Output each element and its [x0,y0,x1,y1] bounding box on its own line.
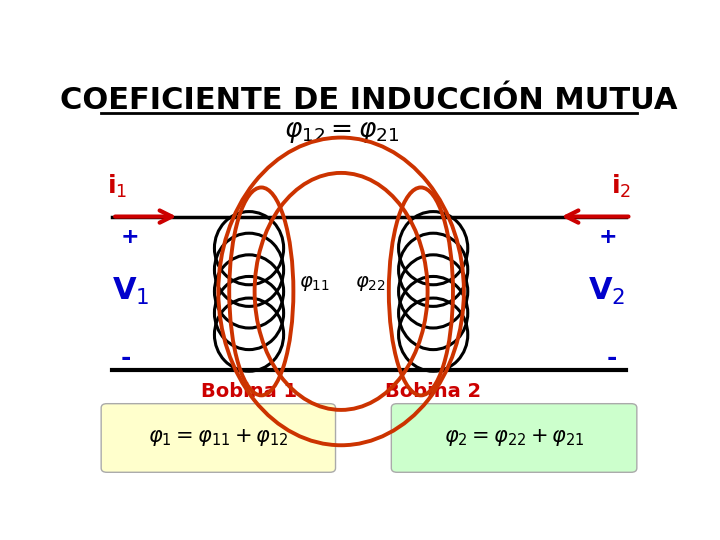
Text: $\varphi_{11}$: $\varphi_{11}$ [299,274,330,293]
Text: $\varphi_{22}$: $\varphi_{22}$ [355,274,385,293]
Text: $\mathbf{i}_1$: $\mathbf{i}_1$ [107,173,127,200]
Text: -: - [121,346,131,370]
Text: $\mathbf{V}_1$: $\mathbf{V}_1$ [112,276,150,307]
FancyBboxPatch shape [101,404,336,472]
Text: -: - [607,346,617,370]
Text: +: + [121,227,139,247]
Text: $\varphi_{12} = \varphi_{21}$: $\varphi_{12} = \varphi_{21}$ [284,119,399,145]
Text: $\mathbf{V}_2$: $\mathbf{V}_2$ [588,276,626,307]
Text: $\varphi_2 = \varphi_{22} + \varphi_{21}$: $\varphi_2 = \varphi_{22} + \varphi_{21}… [444,427,585,448]
Text: +: + [599,227,617,247]
FancyBboxPatch shape [392,404,637,472]
Text: $\varphi_1 = \varphi_{11} + \varphi_{12}$: $\varphi_1 = \varphi_{11} + \varphi_{12}… [148,427,289,448]
Text: $\mathbf{i}_2$: $\mathbf{i}_2$ [611,173,631,200]
Text: Bobina 1: Bobina 1 [201,382,297,401]
Text: Bobina 2: Bobina 2 [385,382,481,401]
Text: COEFICIENTE DE INDUCCIÓN MUTUA: COEFICIENTE DE INDUCCIÓN MUTUA [60,85,678,114]
